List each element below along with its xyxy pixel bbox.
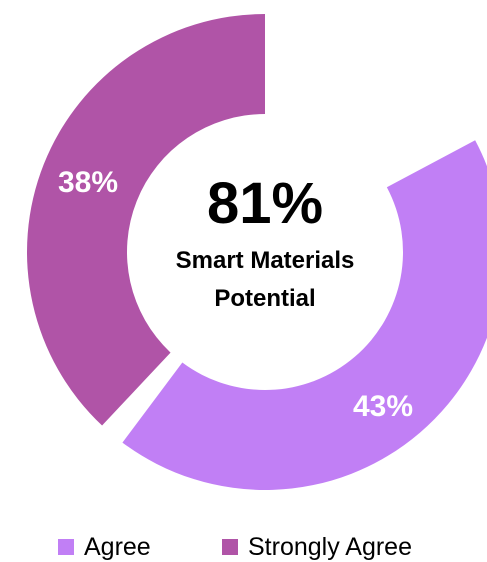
slice-label-agree: 43%	[353, 390, 413, 423]
slice-agree	[122, 140, 487, 490]
slice-strongly-agree	[27, 14, 266, 426]
legend-item-strongly-agree: Strongly Agree	[222, 532, 412, 562]
center-label-line2: Potential	[214, 285, 315, 312]
slice-labels: 38% 43%	[58, 166, 413, 423]
chart-legend: Agree Strongly Agree	[0, 532, 487, 562]
legend-label-strongly-agree: Strongly Agree	[248, 533, 412, 561]
donut-slices	[27, 14, 487, 490]
slice-label-strongly-agree: 38%	[58, 166, 118, 199]
center-value: 81%	[207, 171, 323, 236]
legend-label-agree: Agree	[84, 533, 151, 561]
legend-item-agree: Agree	[58, 532, 151, 562]
legend-swatch-agree	[58, 539, 74, 555]
center-label-line1: Smart Materials	[176, 247, 355, 274]
legend-swatch-strongly-agree	[222, 539, 238, 555]
donut-chart: 38% 43% 81% Smart Materials Potential	[27, 14, 487, 490]
